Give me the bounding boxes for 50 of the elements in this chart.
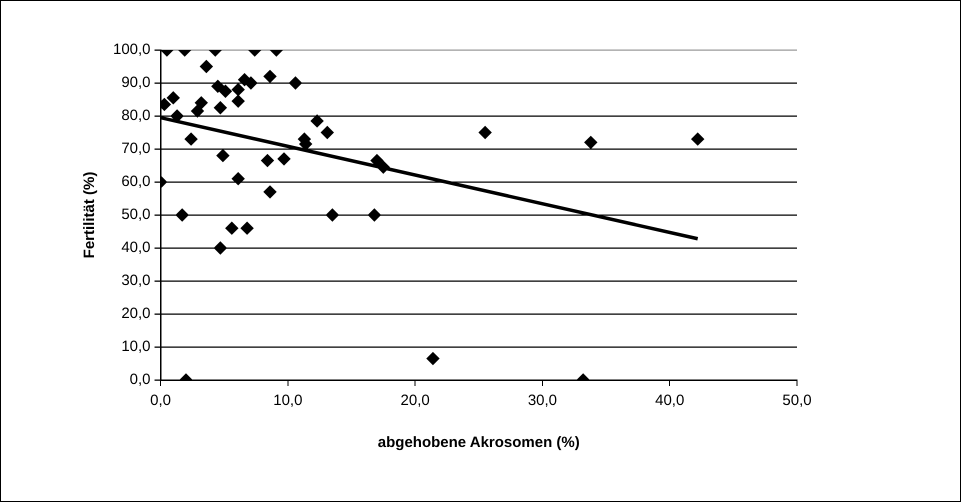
y-tick-label: 80,0 — [121, 107, 151, 124]
point — [232, 172, 245, 186]
point — [166, 91, 180, 104]
point — [211, 80, 224, 93]
x-axis-title: abgehobene Akrosomen (%) — [378, 434, 580, 452]
point — [426, 352, 440, 366]
point — [240, 222, 254, 235]
y-axis-title: Fertilität (%) — [81, 172, 98, 258]
point — [278, 152, 291, 166]
point — [584, 136, 598, 149]
point — [264, 70, 277, 83]
point — [214, 242, 227, 254]
point — [218, 84, 232, 98]
x-tick-label: 30,0 — [528, 392, 558, 410]
point — [200, 60, 213, 73]
y-tick-label: 10,0 — [121, 338, 151, 356]
x-tick-label: 40,0 — [655, 392, 684, 410]
y-tick-label: 40,0 — [121, 239, 151, 256]
point — [190, 104, 204, 118]
y-tick-label: 60,0 — [121, 173, 151, 190]
point — [176, 208, 189, 222]
point — [691, 132, 704, 146]
x-tick-label: 50,0 — [782, 392, 812, 410]
point — [310, 114, 324, 128]
point — [320, 126, 334, 139]
point — [170, 110, 184, 122]
y-tick-label: 20,0 — [121, 305, 151, 322]
point — [288, 76, 302, 90]
point — [260, 154, 274, 168]
x-tick-label: 20,0 — [400, 392, 430, 410]
point — [184, 132, 198, 146]
y-tick-label: 100,0 — [112, 41, 151, 58]
x-tick-label: 0,0 — [150, 392, 171, 410]
point — [478, 126, 492, 139]
point — [232, 83, 245, 96]
point — [326, 208, 339, 222]
y-tick-label: 50,0 — [121, 206, 151, 224]
y-tick-label: 70,0 — [121, 140, 151, 158]
y-tick-label: 0,0 — [130, 371, 151, 388]
point — [216, 149, 230, 162]
point — [264, 185, 277, 198]
y-tick-label: 30,0 — [121, 272, 151, 290]
point — [225, 222, 238, 235]
y-tick-label: 90,0 — [121, 74, 151, 92]
point — [368, 208, 381, 222]
point — [232, 94, 245, 108]
point — [194, 96, 208, 110]
x-tick-label: 10,0 — [273, 392, 302, 410]
point — [244, 76, 258, 90]
point — [214, 101, 227, 114]
